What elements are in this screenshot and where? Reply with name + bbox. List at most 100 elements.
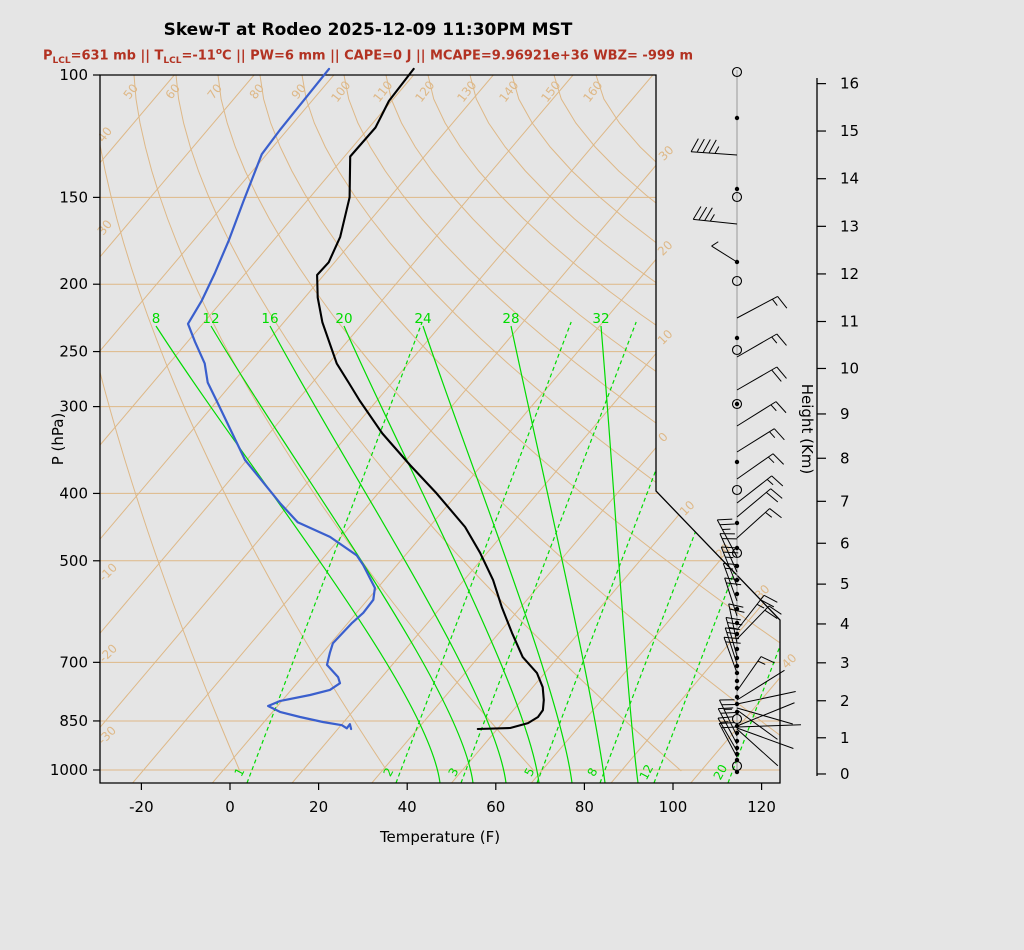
dry-adiabat-line <box>343 75 780 772</box>
dry-adiabat-label: 160 <box>580 78 605 105</box>
mixing-ratio-label: 1 <box>231 765 247 778</box>
wind-level-circle <box>731 344 743 356</box>
dry-adiabat-line <box>511 75 780 772</box>
wind-barb-feather <box>766 492 779 503</box>
isotherm-label: 10 <box>655 327 676 348</box>
wind-barb-feather <box>763 594 778 603</box>
wind-barb-staff <box>736 691 796 705</box>
height-tick-label: 6 <box>840 534 850 552</box>
wind-barb-feather <box>728 603 744 608</box>
wind-barb-feather <box>757 660 766 665</box>
wind-barb-feather <box>724 577 740 581</box>
wind-barb-feather <box>776 366 787 379</box>
moist-adiabat-line <box>510 325 606 783</box>
p-tick-label: 150 <box>59 188 88 206</box>
wind-barb-staff <box>736 475 772 504</box>
moist-adiabat-line <box>600 325 639 783</box>
p-tick-label: 1000 <box>50 761 88 779</box>
wind-level-circle <box>731 398 743 410</box>
isotherm-line <box>100 75 255 783</box>
wind-barb-staff <box>736 295 778 319</box>
wind-barb-feather <box>772 453 785 465</box>
dry-adiabat-line <box>175 75 682 772</box>
moist-adiabat-label: 28 <box>502 311 519 327</box>
wind-barb-feather <box>720 711 736 714</box>
plot-border <box>99 74 781 784</box>
wind-barb-feather <box>690 138 699 153</box>
moist-adiabat-label: 24 <box>414 311 431 327</box>
wind-barb-staff <box>724 627 738 665</box>
dewpoint-curve <box>186 67 376 731</box>
mixing-ratio-line <box>599 321 776 783</box>
height-tick-label: 2 <box>840 692 850 710</box>
moist-adiabat-label: 12 <box>202 311 219 327</box>
wind-barb-feather <box>768 605 782 615</box>
wind-level-dot <box>734 646 740 652</box>
height-tick-label: 9 <box>840 405 850 423</box>
moist-adiabat-label: 32 <box>592 311 609 327</box>
isotherm-line <box>100 75 414 783</box>
dry-adiabat-line <box>217 75 780 772</box>
wind-barb-feather <box>709 214 715 222</box>
pressure-axis-label: P (hPa) <box>49 412 67 466</box>
wind-barb-feather <box>771 369 782 382</box>
wind-layer <box>690 66 801 775</box>
height-tick-label: 12 <box>840 265 859 283</box>
wind-barb-feather <box>770 488 783 499</box>
dry-adiabat-label: 140 <box>496 78 521 105</box>
wind-level-dot <box>734 591 740 597</box>
wind-barb-feather <box>696 138 705 153</box>
wind-barb-feather <box>698 206 708 221</box>
wind-level-dot <box>734 401 740 407</box>
height-tick-label: 11 <box>840 313 859 331</box>
mixing-ratio-label: 3 <box>445 765 461 778</box>
wind-barb-feather <box>756 603 765 609</box>
wind-level-dot <box>734 520 740 526</box>
height-tick-label: 3 <box>840 654 850 672</box>
dry-adiabat-line <box>133 75 535 772</box>
isotherm-line <box>127 75 733 783</box>
wind-barb-feather <box>723 551 739 554</box>
wind-barb-feather <box>725 567 734 570</box>
p-tick-label: 700 <box>59 653 88 671</box>
isotherm-line <box>366 75 780 783</box>
moist-adiabat-line <box>422 325 573 783</box>
wind-barb-feather <box>769 508 782 519</box>
dry-adiabat-line <box>385 75 780 772</box>
moist-adiabat-label: 16 <box>261 311 278 327</box>
x-tick-label: 80 <box>575 798 594 816</box>
wind-barb-staff <box>736 488 772 518</box>
wind-barb-feather <box>771 298 778 306</box>
wind-barb-feather <box>771 336 778 344</box>
height-tick-label: 14 <box>840 170 859 188</box>
wind-barb-staff <box>736 727 794 749</box>
wind-barb-feather <box>727 622 743 626</box>
wind-barb-feather <box>726 632 735 635</box>
dry-adiabat-label: 130 <box>454 78 479 105</box>
p-tick-label: 200 <box>59 275 88 293</box>
wind-barb-feather <box>723 636 739 640</box>
wind-barb-staff <box>691 151 738 156</box>
wind-level-dot <box>734 335 740 341</box>
wind-barb-staff <box>722 563 738 602</box>
subtitle-segment: LCL <box>163 55 182 66</box>
wind-barb-staff <box>736 605 770 640</box>
wind-level-dot <box>734 631 740 637</box>
curve-layer <box>186 67 545 731</box>
dry-adiabat-label: 60 <box>163 81 183 102</box>
height-tick-label: 5 <box>840 575 850 593</box>
wind-barb-feather <box>723 562 739 566</box>
temperature-curve <box>316 67 545 731</box>
wind-barb-staff <box>736 595 765 631</box>
wind-barb-staff <box>736 709 778 740</box>
wind-level-dot <box>734 115 740 121</box>
x-tick-label: -20 <box>129 798 154 816</box>
subtitle-segment: =631 mb || T <box>70 48 164 64</box>
wind-barb-feather <box>692 206 702 220</box>
wind-barb-staff <box>736 707 793 725</box>
wind-barb-feather <box>725 627 741 631</box>
subtitle-segment: P <box>42 48 53 64</box>
height-tick-label: 13 <box>840 217 859 235</box>
mixing-ratio-line <box>460 321 637 783</box>
